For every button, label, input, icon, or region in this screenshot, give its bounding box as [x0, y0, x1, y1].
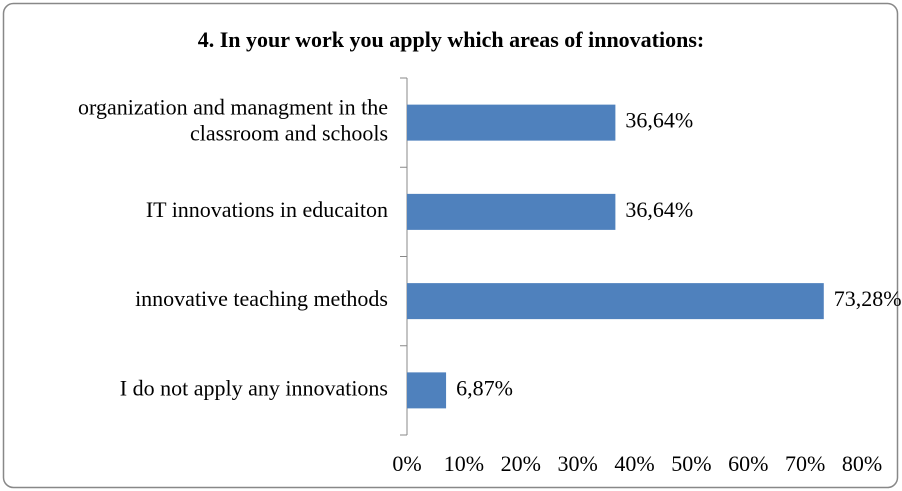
x-tick-label: 80%: [842, 451, 882, 476]
chart-title: 4. In your work you apply which areas of…: [198, 27, 705, 52]
y-tick-label: organization and managment in the classro…: [78, 95, 388, 146]
y-tick-label: innovative teaching methods: [135, 286, 388, 311]
x-tick-label: 20%: [501, 451, 541, 476]
data-label: 6,87%: [456, 375, 513, 400]
x-tick-label: 10%: [444, 451, 484, 476]
x-tick-label: 70%: [785, 451, 825, 476]
y-tick-label: IT innovations in educaiton: [146, 197, 388, 222]
x-tick-label: 0%: [392, 451, 421, 476]
data-label: 36,64%: [625, 108, 693, 133]
bar: [407, 193, 616, 230]
data-label: 73,28%: [834, 286, 902, 311]
x-tick-label: 60%: [728, 451, 768, 476]
x-tick-label: 30%: [557, 451, 597, 476]
bar: [407, 372, 447, 409]
x-tick-label: 50%: [671, 451, 711, 476]
data-label: 36,64%: [625, 197, 693, 222]
bar: [407, 104, 616, 141]
y-tick-label: I do not apply any innovations: [120, 375, 388, 400]
bar: [407, 283, 824, 320]
x-tick-label: 40%: [614, 451, 654, 476]
